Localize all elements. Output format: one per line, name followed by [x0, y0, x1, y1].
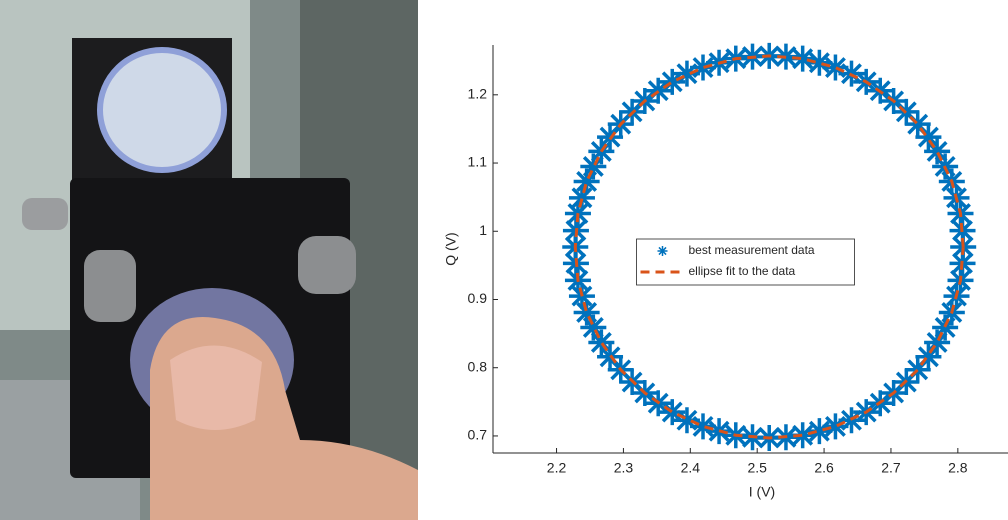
knob [22, 198, 68, 230]
y-tick-label: 1.2 [468, 86, 488, 102]
x-tick-label: 2.6 [814, 460, 834, 476]
page: I (V) Q (V) 0.7 0.8 0.9 1 1.1 1.2 2.2 2.3 2.4 2.5… [0, 0, 1008, 520]
y-tick-label: 0.7 [468, 427, 488, 443]
chart: I (V) Q (V) 0.7 0.8 0.9 1 1.1 1.2 2.2 2.3 2.4 2.5… [418, 0, 1008, 520]
thumbnail [170, 345, 262, 430]
x-tick-label: 2.3 [614, 460, 634, 476]
knob [84, 250, 136, 322]
legend-label: ellipse fit to the data [689, 264, 796, 278]
x-tick-label: 2.8 [948, 460, 968, 476]
lens [100, 50, 224, 170]
y-tick-label: 0.8 [468, 358, 488, 374]
x-tick-label: 2.5 [747, 460, 767, 476]
y-tick-label: 1.1 [468, 154, 488, 170]
y-tick-label: 0.9 [468, 290, 488, 306]
x-tick-label: 2.2 [547, 460, 567, 476]
legend-marker [658, 246, 668, 256]
y-tick-label: 1 [479, 222, 487, 238]
knob [298, 236, 356, 294]
legend-label: best measurement data [689, 243, 815, 257]
data-point [806, 50, 832, 76]
x-tick-label: 2.4 [681, 460, 701, 476]
x-tick-label: 2.7 [881, 460, 901, 476]
photo [0, 0, 418, 520]
x-axis-label: I (V) [749, 484, 775, 500]
data-point [574, 168, 600, 194]
y-axis-label: Q (V) [443, 232, 459, 265]
